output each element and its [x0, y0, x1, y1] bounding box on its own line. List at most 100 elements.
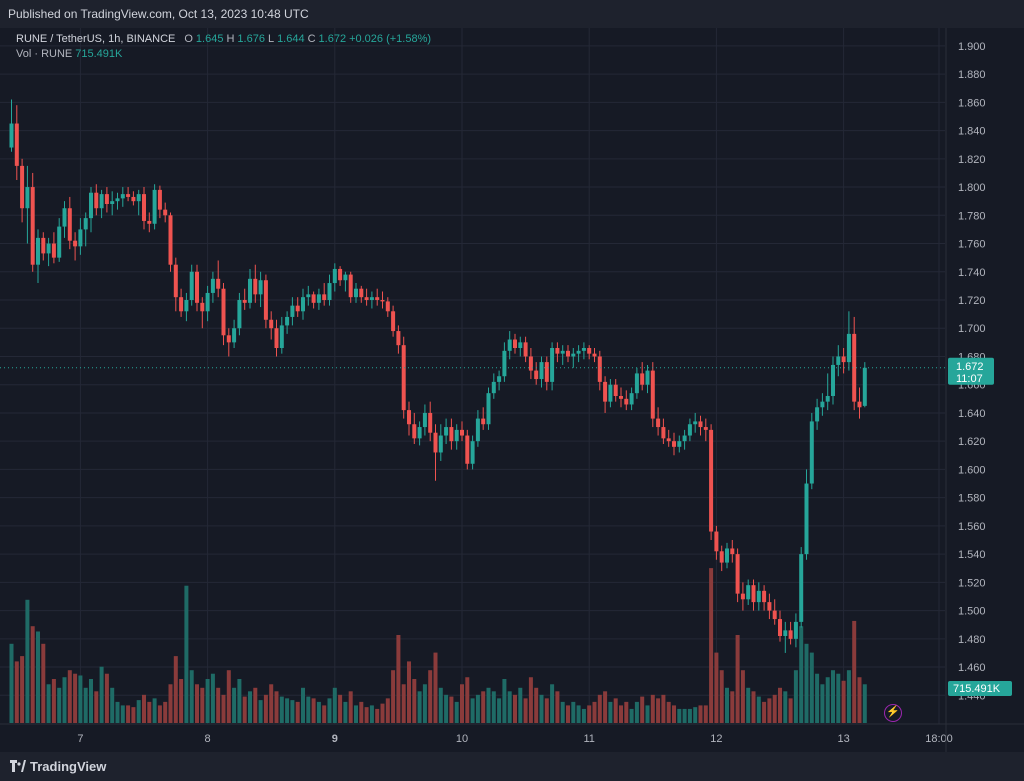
volume-bar: [338, 694, 343, 723]
candle-body: [110, 201, 115, 204]
candle-body: [799, 554, 804, 622]
volume-bar: [587, 705, 592, 723]
candle-body: [428, 412, 433, 433]
volume-bar: [465, 677, 470, 723]
volume-bar: [30, 626, 35, 723]
candle-body: [232, 328, 237, 343]
candle-body: [417, 427, 422, 439]
candle-body: [163, 209, 168, 216]
volume-bar: [730, 691, 735, 723]
x-tick-label: 9: [332, 733, 338, 745]
volume-bar: [624, 701, 629, 723]
volume-bar: [301, 687, 305, 723]
chart-legend: RUNE / TetherUS, 1h, BINANCE O 1.645 H 1.6…: [16, 32, 431, 62]
volume-badge: [948, 681, 1012, 696]
volume-bar: [518, 687, 523, 723]
volume-bar: [449, 696, 454, 723]
volume-bar: [809, 652, 814, 723]
volume-bar: [332, 687, 337, 723]
candle-body: [25, 187, 30, 209]
candle-body: [332, 268, 337, 284]
candle-body: [179, 297, 184, 312]
volume-bar: [364, 707, 369, 723]
candle-body: [322, 294, 327, 300]
y-tick-label: 1.460: [958, 662, 986, 674]
volume-bar: [645, 705, 650, 723]
volume-row: Vol · RUNE 715.491K: [16, 47, 431, 62]
symbol-label: RUNE / TetherUS, 1h, BINANCE: [16, 33, 176, 45]
candle-body: [460, 429, 464, 436]
chart-area[interactable]: 1.900 1.880 1.860 1.840 1.820 1.800 1.780 1.760…: [0, 28, 1024, 752]
volume-bar: [746, 687, 751, 723]
volume-bar: [841, 680, 846, 723]
candlestick-chart[interactable]: 1.900 1.880 1.860 1.840 1.820 1.800 1.780 1.760…: [0, 28, 1024, 752]
candle-body: [99, 194, 104, 209]
x-tick-label: 10: [456, 733, 468, 745]
volume-label: Vol · RUNE: [16, 48, 73, 60]
volume-badge-value: 715.491K: [953, 683, 1001, 695]
candle-body: [126, 194, 131, 197]
y-tick-label: 1.720: [958, 295, 986, 307]
y-tick-label: 1.760: [958, 239, 986, 251]
candle-body: [793, 621, 798, 639]
candle-body: [147, 220, 152, 224]
candle-body: [767, 602, 772, 611]
candle-body: [550, 348, 555, 382]
volume-bar: [242, 696, 247, 723]
candle-body: [815, 407, 820, 422]
candle-body: [804, 483, 809, 555]
y-tick-label: 1.580: [958, 493, 986, 505]
x-tick-label: 12: [710, 733, 722, 745]
x-tick-label: 18:00: [925, 733, 953, 745]
candle-body: [51, 243, 56, 258]
x-tick-label: 13: [837, 733, 849, 745]
candle-body: [666, 438, 671, 442]
candle-body: [560, 350, 565, 354]
volume-bar: [428, 670, 433, 723]
volume-bar: [263, 694, 268, 723]
candle-body: [486, 393, 491, 425]
volume-bar: [57, 687, 62, 723]
volume-bar: [343, 701, 348, 723]
candle-body: [693, 421, 698, 425]
candle-body: [36, 237, 40, 265]
volume-bar: [78, 675, 83, 723]
volume-bar: [417, 691, 422, 723]
candle-body: [385, 301, 390, 312]
high-value: 1.676: [237, 33, 265, 45]
candle-body: [89, 192, 93, 219]
candle-body: [640, 373, 645, 385]
candle-body: [491, 381, 496, 394]
candle-body: [772, 610, 777, 620]
candle-body: [656, 418, 661, 428]
candle-body: [603, 381, 608, 402]
volume-bar: [253, 687, 258, 723]
lightning-icon[interactable]: ⚡: [884, 704, 902, 722]
footer-brand: TradingView: [30, 759, 107, 774]
candle-body: [73, 240, 78, 247]
volume-bar: [656, 698, 661, 723]
volume-bar: [147, 701, 152, 723]
candle-body: [687, 424, 692, 436]
candle-body: [242, 300, 247, 303]
volume-bar: [576, 705, 581, 723]
open-label: O: [184, 33, 193, 45]
change-value: +0.026 (+1.58%): [349, 33, 432, 45]
candle-body: [205, 292, 210, 312]
candle-body: [581, 348, 586, 351]
candle-body: [396, 331, 401, 346]
price-badge-countdown: 11:07: [956, 373, 983, 385]
volume-bar: [825, 677, 830, 723]
candle-body: [714, 531, 719, 552]
candle-body: [195, 271, 199, 303]
volume-bar: [698, 705, 703, 723]
candle-body: [221, 288, 226, 336]
candle-body: [566, 350, 570, 357]
volume-bar: [99, 666, 104, 723]
volume-bar: [20, 656, 25, 723]
volume-value: 715.491K: [75, 48, 123, 60]
volume-bar: [73, 673, 78, 723]
volume-bar: [804, 643, 809, 723]
volume-bar: [772, 694, 777, 723]
candle-body: [279, 325, 284, 348]
